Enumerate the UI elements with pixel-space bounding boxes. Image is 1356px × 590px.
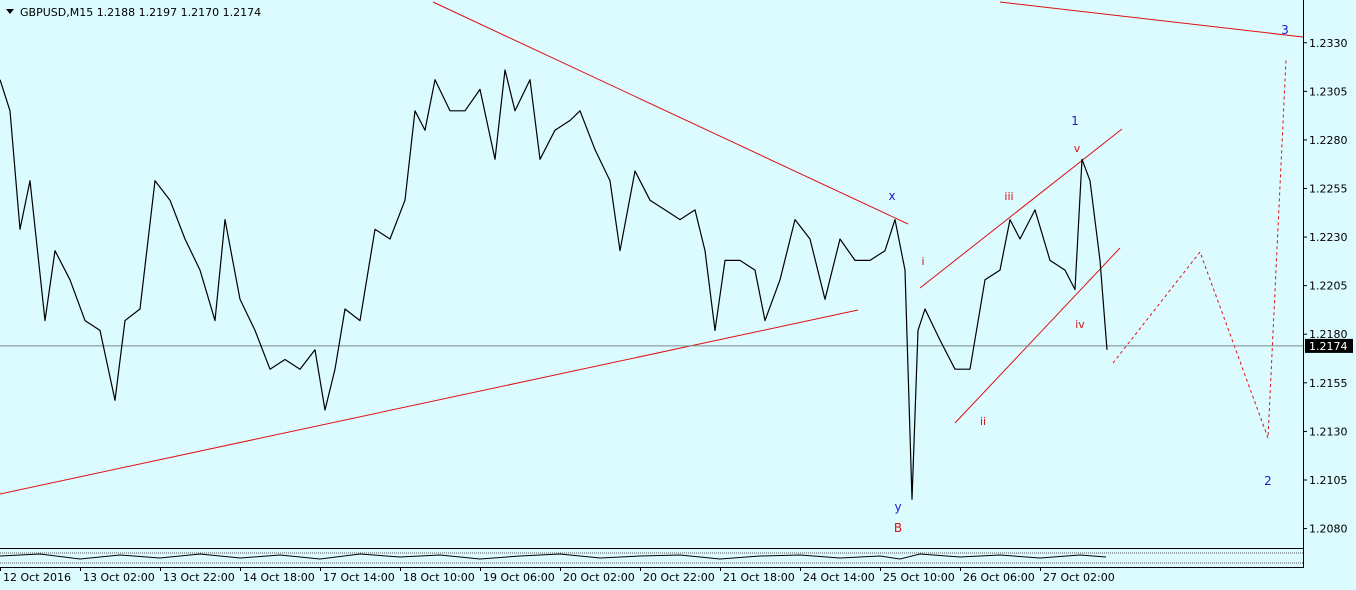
y-tick-label: 1.2280: [1309, 134, 1348, 147]
trendline: [432, 1, 909, 225]
x-tick-label: 20 Oct 22:00: [643, 571, 715, 584]
x-tick-label: 13 Oct 02:00: [83, 571, 155, 584]
trendline: [919, 128, 1123, 289]
y-tick-label: 1.2180: [1309, 328, 1348, 341]
wave-label: B: [894, 521, 902, 535]
x-tick-label: 26 Oct 06:00: [963, 571, 1035, 584]
price-line: [0, 69, 1108, 500]
projection-path: [1112, 59, 1287, 439]
y-tick-label: 1.2130: [1309, 425, 1348, 438]
indicator-background: [0, 550, 1303, 566]
x-tick-label: 24 Oct 14:00: [803, 571, 875, 584]
x-tick-label: 12 Oct 2016: [3, 571, 71, 584]
x-tick-label: 21 Oct 18:00: [723, 571, 795, 584]
x-tick-label: 19 Oct 06:00: [483, 571, 555, 584]
y-tick-label: 1.2255: [1309, 182, 1348, 195]
wave-label: iv: [1075, 318, 1085, 331]
wave-label: 1: [1071, 114, 1079, 128]
wave-label: iii: [1004, 190, 1013, 203]
wave-label: ii: [980, 415, 986, 428]
last-price-label: 1.2174: [1309, 340, 1348, 353]
y-tick-label: 1.2080: [1309, 523, 1348, 536]
chart-title: GBPUSD,M15 1.2188 1.2197 1.2170 1.2174: [20, 6, 261, 19]
y-tick-label: 1.2330: [1309, 37, 1348, 50]
x-tick-label: 20 Oct 02:00: [563, 571, 635, 584]
trendline: [0, 309, 859, 495]
wave-label: y: [894, 500, 901, 514]
wave-label: 3: [1281, 23, 1289, 37]
x-tick-label: 14 Oct 18:00: [243, 571, 315, 584]
y-tick-label: 1.2105: [1309, 474, 1348, 487]
x-tick-label: 13 Oct 22:00: [163, 571, 235, 584]
y-tick-label: 1.2205: [1309, 280, 1348, 293]
x-tick-label: 17 Oct 14:00: [323, 571, 395, 584]
y-tick-label: 1.2305: [1309, 85, 1348, 98]
wave-label: 2: [1264, 474, 1272, 488]
y-tick-label: 1.2155: [1309, 377, 1348, 390]
x-tick-label: 18 Oct 10:00: [403, 571, 475, 584]
last-price-box: [1305, 338, 1353, 353]
x-tick-label: 27 Oct 02:00: [1043, 571, 1115, 584]
x-tick-label: 25 Oct 10:00: [883, 571, 955, 584]
y-tick-label: 1.2230: [1309, 231, 1348, 244]
trendlines: [0, 1, 1304, 495]
trendline: [954, 247, 1121, 424]
wave-label: x: [888, 189, 895, 203]
indicator-panel: [0, 550, 1303, 566]
wave-label: v: [1074, 142, 1081, 155]
wave-label: i: [921, 255, 924, 268]
trendline: [999, 1, 1304, 38]
menu-triangle: [6, 9, 14, 14]
indicator-line: [0, 553, 1107, 560]
